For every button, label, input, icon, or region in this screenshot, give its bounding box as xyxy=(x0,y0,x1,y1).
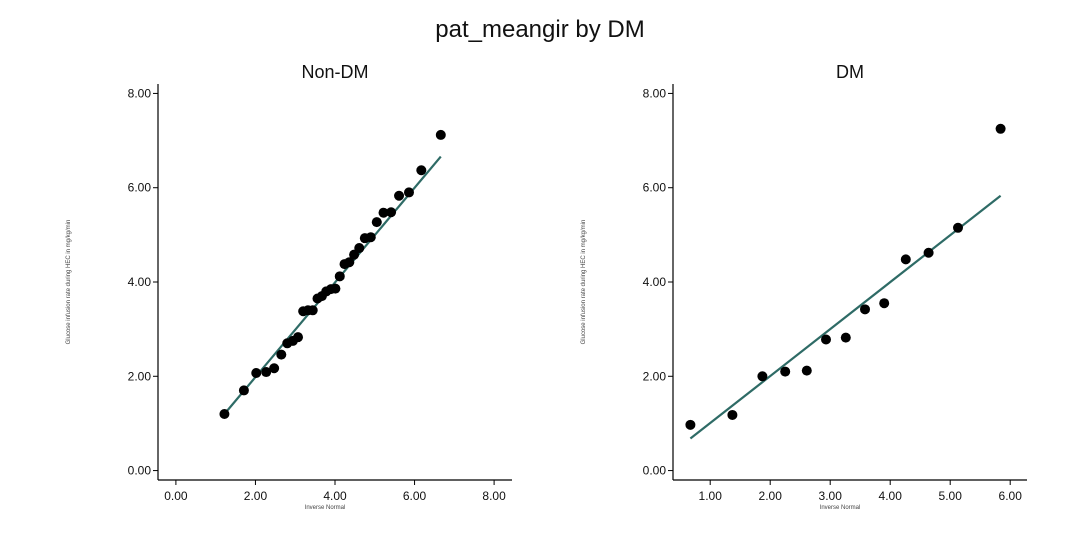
panel-title: Non-DM xyxy=(301,62,368,82)
data-point xyxy=(840,332,851,343)
data-point xyxy=(293,332,304,343)
data-point xyxy=(953,222,963,233)
data-point xyxy=(780,366,791,377)
data-point xyxy=(435,129,446,140)
data-point xyxy=(394,190,405,201)
x-tick-label: 8.00 xyxy=(482,489,506,503)
x-tick-label: 6.00 xyxy=(999,489,1023,503)
data-point xyxy=(879,298,890,309)
data-point xyxy=(995,123,1006,134)
y-tick-label: 4.00 xyxy=(128,275,152,289)
y-tick-label: 2.00 xyxy=(643,369,667,383)
data-point xyxy=(386,207,397,218)
y-tick-label: 8.00 xyxy=(128,86,152,100)
panel-title: DM xyxy=(836,62,864,82)
panels: Non-DM 0.00 2.00 4.00 6.00 8.00 0.00 2.00 4.00 6.… xyxy=(66,62,1027,511)
data-point xyxy=(365,232,376,243)
panel-1: DM 0.00 2.00 4.00 6.00 8.00 1.00 2.00 3.00 4.00 5.… xyxy=(581,62,1027,511)
data-point xyxy=(371,217,382,228)
data-point xyxy=(344,257,355,268)
data-point xyxy=(251,367,262,378)
data-point xyxy=(923,247,934,258)
data-point xyxy=(269,363,280,374)
y-tick-label: 2.00 xyxy=(128,369,152,383)
x-tick-label: 4.00 xyxy=(323,489,347,503)
y-tick-label: 6.00 xyxy=(128,181,152,195)
x-tick-label: 0.00 xyxy=(164,489,188,503)
data-point xyxy=(378,207,389,218)
data-point xyxy=(219,409,230,419)
x-axis-title: Inverse Normal xyxy=(820,505,861,511)
data-point xyxy=(307,305,318,316)
x-axis-title: Inverse Normal xyxy=(305,505,346,511)
data-point xyxy=(334,271,345,282)
y-tick-label: 0.00 xyxy=(128,464,152,478)
data-point xyxy=(685,419,696,430)
data-point xyxy=(403,187,414,198)
data-point xyxy=(860,304,870,315)
y-tick-label: 6.00 xyxy=(643,181,667,195)
x-tick-label: 3.00 xyxy=(819,489,843,503)
y-axis-title: Glucose infusion rate during HEC in mg/k… xyxy=(581,220,587,345)
x-tick-label: 2.00 xyxy=(759,489,783,503)
x-tick-label: 2.00 xyxy=(244,489,268,503)
x-tick-label: 4.00 xyxy=(879,489,903,503)
x-tick-label: 1.00 xyxy=(699,489,723,503)
data-point xyxy=(261,367,272,378)
data-point xyxy=(900,254,911,265)
data-point xyxy=(416,165,427,176)
y-axis-title: Glucose infusion rate during HEC in mg/k… xyxy=(66,220,72,345)
data-point xyxy=(354,243,365,254)
data-point xyxy=(276,349,287,360)
chart-title: pat_meangir by DM xyxy=(435,16,644,43)
x-tick-label: 6.00 xyxy=(403,489,427,503)
data-point xyxy=(821,334,831,345)
data-point xyxy=(238,385,249,396)
data-point xyxy=(801,365,812,376)
y-tick-label: 8.00 xyxy=(643,86,667,100)
data-point xyxy=(727,409,738,420)
data-point xyxy=(330,283,341,294)
y-tick-label: 0.00 xyxy=(643,464,667,478)
panel-0: Non-DM 0.00 2.00 4.00 6.00 8.00 0.00 2.00 4.00 6.… xyxy=(66,62,512,511)
fit-line xyxy=(689,194,1002,440)
data-point xyxy=(757,371,768,382)
y-tick-label: 4.00 xyxy=(643,275,667,289)
x-tick-label: 5.00 xyxy=(939,489,963,503)
